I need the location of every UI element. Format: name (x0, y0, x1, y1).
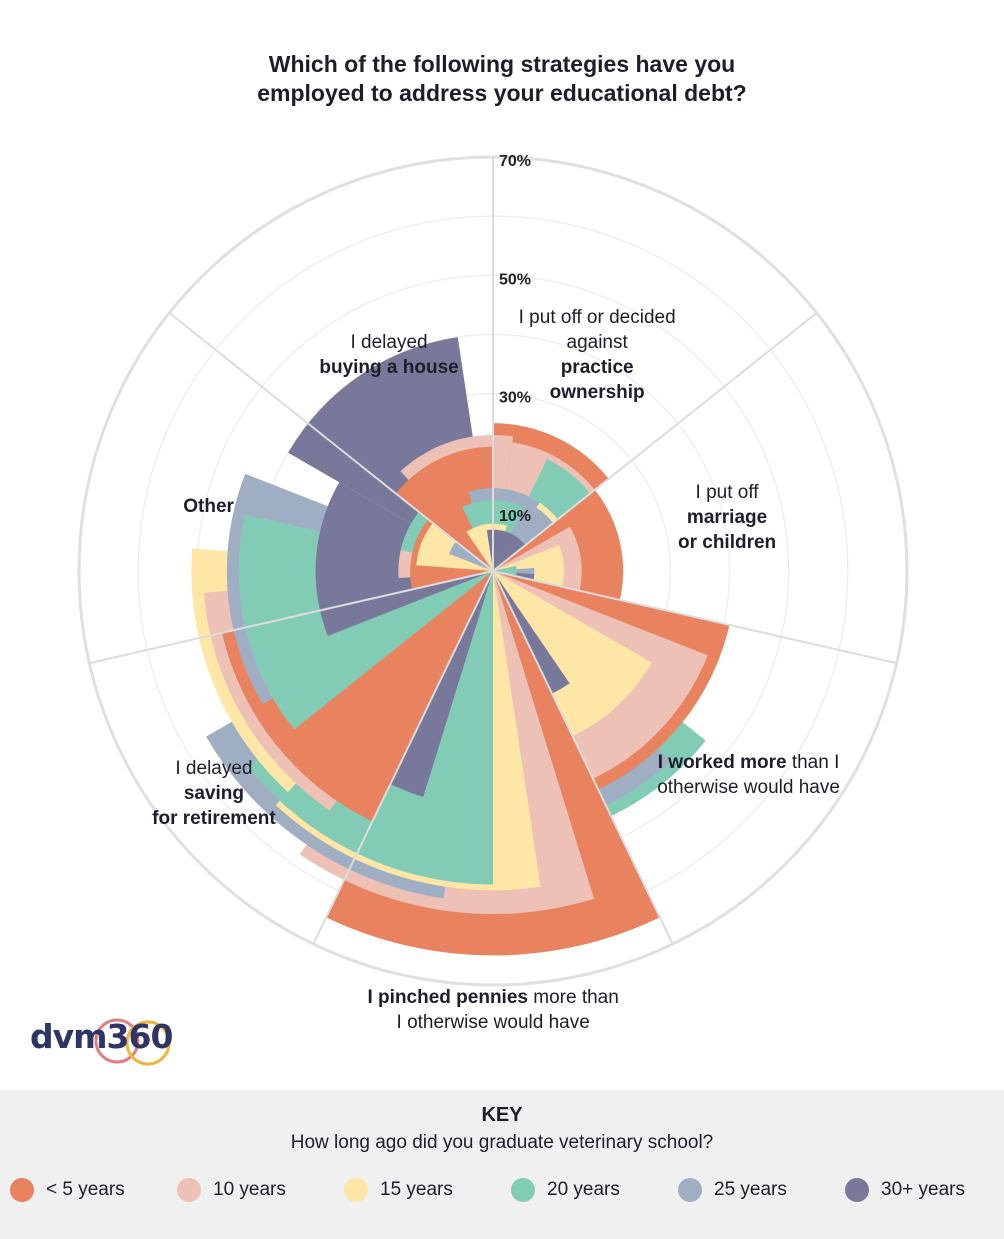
category-label-line: otherwise would have (657, 775, 840, 800)
category-label-text: more than (527, 987, 619, 1009)
category-label-line: saving (152, 781, 276, 806)
category-label-line: I put off or decided (519, 305, 676, 330)
logo-circles-icon (94, 1018, 171, 1066)
category-label-line: ownership (519, 380, 676, 405)
category-label-text: practice (560, 356, 634, 378)
category-label-text: against (566, 331, 628, 353)
legend-swatch-icon (344, 1178, 368, 1202)
legend-item-5: 25 years (678, 1178, 787, 1202)
category-label-text: I pinched pennies (367, 987, 528, 1009)
category-label-line: I otherwise would have (368, 1010, 619, 1035)
legend-label: 30+ years (881, 1179, 965, 1200)
category-label-2: I put off marriage or children (678, 480, 776, 555)
category-label-text: Other (183, 495, 234, 517)
legend-item-3: 15 years (344, 1178, 453, 1202)
category-label-line: or children (678, 530, 776, 555)
legend-label: 20 years (547, 1179, 620, 1200)
category-label-line: I delayed (152, 756, 276, 781)
category-label-text: for retirement (152, 807, 276, 829)
category-label-text: ownership (549, 381, 645, 403)
category-label-text: marriage (686, 507, 768, 529)
legend-label: 25 years (714, 1179, 787, 1200)
radial-tick-label: 50% (499, 271, 531, 288)
category-label-text: I delayed (350, 331, 428, 353)
legend-label: < 5 years (46, 1179, 125, 1200)
category-label-line: marriage (678, 505, 776, 530)
legend: KEY How long ago did you graduate veteri… (0, 1090, 1004, 1239)
category-label-text: I worked more (657, 751, 787, 773)
category-label-text: otherwise would have (657, 776, 840, 798)
legend-swatch-icon (10, 1178, 34, 1202)
category-label-text: I otherwise would have (396, 1012, 590, 1034)
radial-bar-chart: 10% 30% 50% 70% (77, 153, 909, 987)
legend-item-4: 20 years (511, 1178, 620, 1202)
chart-title: Which of the following strategies have y… (0, 50, 1004, 108)
legend-item-2: 10 years (177, 1178, 286, 1202)
radial-tick-label: 70% (499, 153, 531, 170)
category-label-text: I put off or decided (518, 306, 676, 328)
legend-swatch-icon (845, 1178, 869, 1202)
category-label-6: Other (183, 494, 234, 519)
category-label-7: I delayed buying a house (319, 330, 458, 380)
radial-spoke (492, 570, 674, 945)
category-label-line: buying a house (319, 355, 458, 380)
category-label-text: or children (677, 532, 777, 554)
legend-swatch-icon (177, 1178, 201, 1202)
category-label-text: I delayed (175, 757, 253, 779)
radial-spoke (492, 312, 818, 572)
category-label-line: I delayed (319, 330, 458, 355)
category-label-line: I pinched pennies more than (368, 985, 619, 1010)
radial-tick-label: 10% (499, 508, 531, 525)
category-label-line: practice (519, 355, 676, 380)
category-label-text: than I (786, 751, 840, 773)
category-label-text: saving (183, 782, 245, 804)
category-label-line: I put off (678, 480, 776, 505)
category-label-1: I put off or decided against practice owne… (519, 305, 676, 405)
radial-spoke (312, 570, 494, 945)
legend-label: 10 years (213, 1179, 286, 1200)
radial-spoke (492, 570, 897, 665)
legend-label: 15 years (380, 1179, 453, 1200)
radial-tick-label: 30% (499, 390, 531, 407)
legend-title: KEY (481, 1104, 523, 1126)
category-label-line: I worked more than I (657, 750, 840, 775)
legend-item-6: 30+ years (845, 1178, 965, 1202)
category-label-5: I delayed saving for retirement (152, 756, 276, 831)
legend-swatch-icon (511, 1178, 535, 1202)
legend-item-1: < 5 years (10, 1178, 125, 1202)
category-label-text: buying a house (319, 356, 459, 378)
logo-text: dvm360 (30, 1017, 173, 1056)
category-label-text: I put off (695, 482, 759, 504)
category-label-line: against (519, 330, 676, 355)
category-label-line: for retirement (152, 806, 276, 831)
legend-swatch-icon (678, 1178, 702, 1202)
radial-spoke (89, 570, 494, 665)
data-wedge-series-1-category-7 (395, 446, 493, 571)
chart-title-line-2: employed to address your educational deb… (257, 80, 747, 106)
category-label-line: Other (183, 494, 234, 519)
category-label-4: I pinched pennies more than I otherwise w… (368, 985, 619, 1035)
chart-title-line-1: Which of the following strategies have y… (268, 51, 736, 77)
legend-subtitle: How long ago did you graduate veterinary… (290, 1132, 714, 1153)
dvm360-logo: dvm360 (30, 1005, 180, 1075)
radial-spoke (168, 312, 494, 572)
data-wedge-series-6-category-7 (486, 529, 522, 571)
